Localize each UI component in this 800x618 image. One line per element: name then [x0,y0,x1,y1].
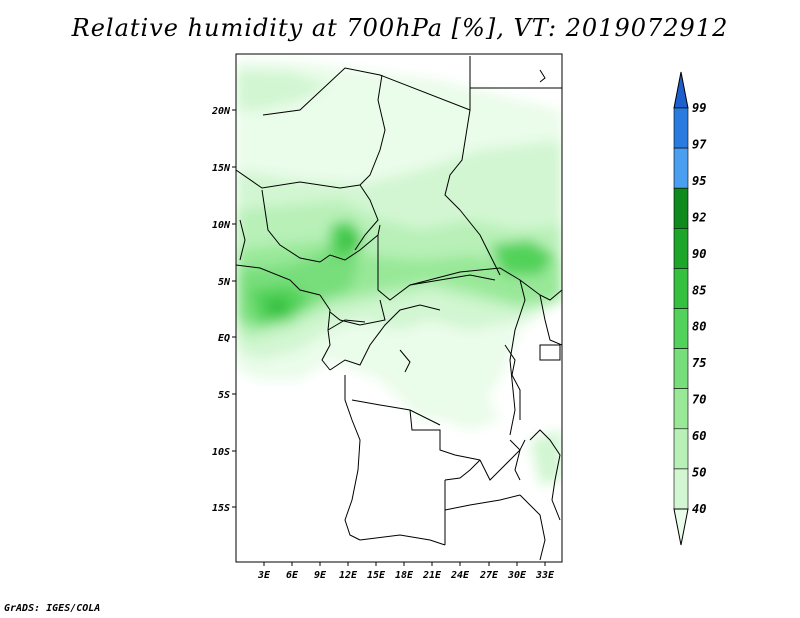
grads-credit: GrADS: IGES/COLA [4,603,101,614]
longitude-axis: 3E 6E 9E 12E 15E 18E 21E 24E 27E 30E 33E [257,562,555,581]
lon-tick-label: 3E [257,570,271,581]
latitude-axis: 20N 15N 10N 5N EQ 5S 10S 15S [211,106,236,514]
colorbar-bottom-triangle [673,508,689,546]
lat-tick-label: 5S [218,390,230,401]
country-borders [236,56,562,561]
lat-tick-label: 5N [218,277,231,288]
colorbar-label: 50 [692,466,706,480]
lat-tick-label: 20N [211,106,231,117]
colorbar-label: 80 [692,320,706,334]
colorbar-box [673,228,689,269]
lon-tick-label: 18E [395,570,414,581]
colorbar-box [673,428,689,470]
lon-tick-label: 12E [339,570,358,581]
lat-tick-label: 15S [212,503,230,514]
colorbar-label: 40 [692,502,706,516]
lat-tick-label: 10S [212,447,230,458]
colorbar-label: 95 [692,174,706,188]
colorbar-label: 99 [692,101,706,115]
colorbar-box [673,107,689,149]
colorbar-label: 60 [692,429,706,443]
map-title: Relative humidity at 700hPa [%], VT: 201… [71,14,729,42]
lon-tick-label: 15E [367,570,386,581]
lon-tick-label: 21E [422,570,442,581]
map-frame [235,53,563,563]
colorbar-label: 70 [692,393,706,407]
humidity-shading [236,54,562,562]
colorbar-label: 92 [692,210,706,224]
lon-tick-label: 27E [479,570,499,581]
colorbar-box [673,388,689,430]
lon-tick-label: 6E [286,570,299,581]
colorbar-label: 85 [692,283,706,297]
lon-tick-label: 33E [535,570,555,581]
colorbar-box [673,468,689,510]
colorbar-box [673,348,689,390]
colorbar-top-triangle [673,71,689,109]
lon-tick-label: 30E [507,570,527,581]
lat-tick-label: 15N [212,163,231,174]
colorbar-box [673,147,689,189]
colorbar: 99 97 95 92 90 85 80 75 70 60 50 40 [673,71,707,546]
colorbar-label: 75 [692,356,706,370]
lon-tick-label: 24E [450,570,470,581]
colorbar-label: 97 [692,137,707,151]
lat-tick-label: EQ [218,333,230,344]
colorbar-box [673,268,689,309]
lat-tick-label: 10N [212,220,231,231]
lon-tick-label: 9E [314,570,327,581]
colorbar-label: 90 [692,247,706,261]
colorbar-box [673,187,689,229]
colorbar-box [673,308,689,349]
